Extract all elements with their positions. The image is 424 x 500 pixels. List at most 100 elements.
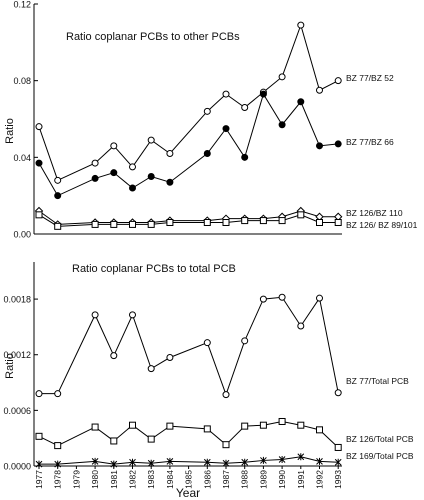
- top-series: [34, 21, 343, 230]
- data-point: [147, 136, 155, 144]
- x-axis-label: Year: [176, 486, 200, 500]
- data-point: [278, 121, 286, 129]
- data-point: [297, 211, 305, 219]
- data-point: [334, 443, 342, 451]
- series-label: BZ 169/Total PCB: [346, 451, 414, 461]
- y-tick-label: 0.0006: [3, 406, 31, 416]
- data-point: [91, 174, 99, 182]
- series-line: [38, 420, 339, 448]
- data-point: [147, 173, 155, 180]
- data-point: [316, 142, 323, 150]
- data-point: [222, 441, 230, 449]
- data-point: [297, 421, 305, 429]
- data-point: [316, 86, 323, 94]
- data-point: [222, 391, 230, 399]
- y-tick-label: 0.12: [13, 0, 31, 10]
- data-point: [129, 184, 136, 192]
- series-bz-126-bz-89-101: [35, 211, 342, 230]
- data-point: [110, 352, 118, 360]
- data-point: [147, 435, 155, 443]
- data-point: [110, 460, 118, 468]
- data-point: [54, 390, 62, 398]
- data-point: [129, 220, 136, 228]
- x-tick-label: 1992: [315, 470, 325, 489]
- data-point: [147, 365, 155, 373]
- data-point: [35, 123, 43, 131]
- series-label: BZ 77/Total PCB: [346, 376, 409, 386]
- series-bz-126-total-pcb: [35, 417, 342, 451]
- data-point: [166, 422, 174, 430]
- data-point: [91, 220, 99, 228]
- data-point: [203, 339, 211, 347]
- data-point: [222, 90, 230, 98]
- data-point: [334, 219, 342, 226]
- data-point: [54, 460, 62, 468]
- data-point: [316, 457, 323, 465]
- data-point: [166, 354, 174, 362]
- data-point: [316, 294, 323, 302]
- top-series-labels: BZ 77/BZ 52 BZ 77/BZ 66 BZ 126/BZ 110 BZ 12…: [346, 73, 418, 230]
- x-tick-label: 1982: [128, 470, 138, 489]
- y-tick-label: 0.08: [13, 76, 31, 86]
- data-point: [129, 163, 136, 171]
- data-point: [110, 437, 118, 445]
- data-point: [91, 311, 99, 319]
- data-point: [222, 459, 230, 467]
- series-line: [39, 456, 339, 465]
- data-point: [334, 140, 342, 148]
- data-point: [297, 453, 305, 461]
- data-point: [54, 192, 62, 200]
- bottom-y-ticks: 0.0000 0.0006 0.0012 0.0018: [3, 295, 38, 472]
- data-point: [260, 456, 267, 464]
- top-chart: Ratio coplanar PCBs to other PCBs Ratio …: [4, 0, 418, 240]
- x-tick-label: 1980: [90, 470, 100, 489]
- x-tick-label: 1981: [109, 470, 119, 489]
- data-point: [129, 421, 136, 429]
- bottom-chart-title: Ratio coplanar PCBs to total PCB: [72, 263, 236, 275]
- data-point: [334, 77, 342, 85]
- x-tick-label: 1989: [258, 470, 268, 489]
- series-line: [39, 296, 339, 397]
- data-point: [241, 153, 249, 161]
- data-point: [35, 460, 43, 468]
- data-point: [278, 417, 286, 425]
- x-tick-label: 1979: [71, 470, 81, 489]
- data-point: [241, 104, 249, 111]
- x-tick-label: 1987: [221, 470, 231, 489]
- data-point: [203, 458, 211, 466]
- data-point: [35, 432, 43, 440]
- series-bz-77-bz-52: [35, 21, 342, 184]
- data-point: [334, 389, 342, 397]
- data-point: [110, 142, 118, 150]
- data-point: [259, 295, 267, 303]
- data-point: [147, 459, 155, 467]
- bottom-chart: Ratio coplanar PCBs to total PCB Ratio 0…: [3, 262, 414, 500]
- data-point: [166, 457, 174, 465]
- series-label: BZ 126/ BZ 89/101: [346, 220, 418, 230]
- data-point: [316, 426, 323, 434]
- data-point: [241, 422, 249, 430]
- x-tick-label: 1978: [53, 470, 63, 489]
- data-point: [241, 217, 249, 225]
- data-point: [259, 421, 267, 429]
- data-point: [35, 211, 43, 219]
- data-point: [166, 150, 174, 157]
- data-point: [54, 442, 62, 450]
- data-point: [203, 219, 211, 226]
- y-tick-label: 0.04: [13, 153, 31, 163]
- bottom-y-axis-label: Ratio: [4, 353, 16, 379]
- data-point: [110, 220, 118, 228]
- data-point: [203, 425, 211, 433]
- data-point: [203, 107, 211, 115]
- data-point: [35, 159, 43, 167]
- x-tick-label: 1986: [202, 470, 212, 489]
- y-tick-label: 0.0000: [3, 462, 31, 472]
- series-label: BZ 126/BZ 110: [346, 208, 403, 218]
- data-point: [297, 21, 305, 29]
- data-point: [91, 457, 99, 465]
- data-point: [334, 458, 342, 466]
- data-point: [91, 159, 99, 167]
- top-y-ticks: 0.00 0.04 0.08 0.12: [13, 0, 38, 240]
- data-point: [278, 293, 286, 301]
